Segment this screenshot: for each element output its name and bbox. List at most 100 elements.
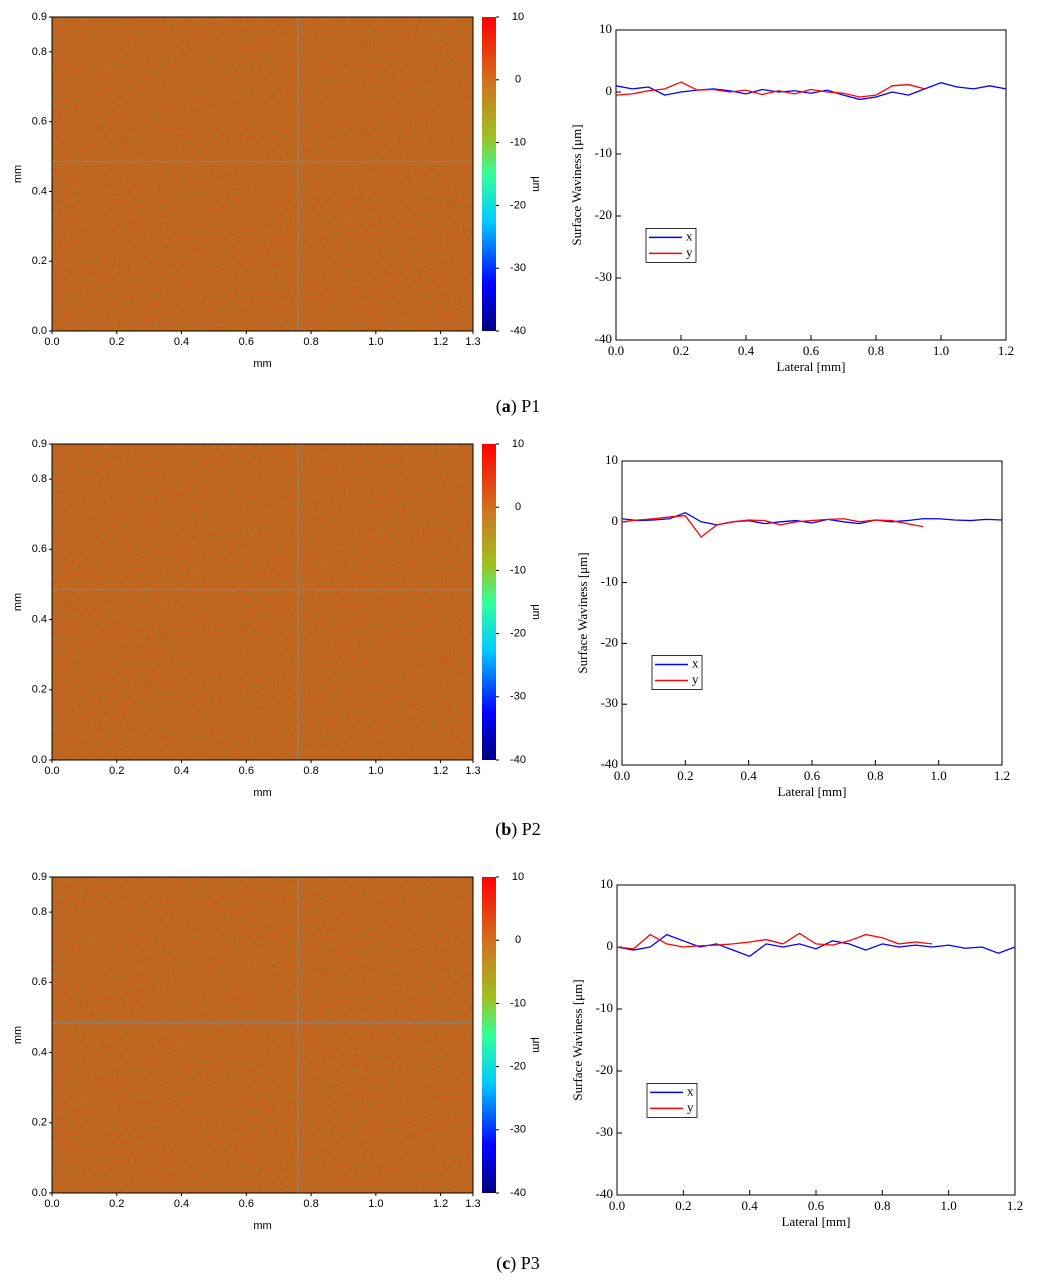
colorbar-tick-label: 0 [515, 501, 521, 513]
y-tick-label: 0.2 [32, 1117, 47, 1129]
y-tick-label: 0.2 [32, 684, 47, 696]
y-tick-label: 0.6 [32, 116, 47, 128]
y-axis-label: Surface Waviness [μm] [570, 979, 585, 1100]
y-tick-label: -10 [601, 574, 618, 589]
caption-letter: c [502, 1253, 510, 1273]
y-tick-label: 0.8 [32, 46, 47, 58]
x-tick-label: 0.0 [609, 1198, 625, 1213]
y-tick-label: -20 [596, 1062, 613, 1077]
series-line [616, 933, 1016, 958]
caption-letter: b [501, 819, 511, 839]
y-axis-label: Surface Waviness [μm] [575, 552, 590, 673]
caption-paren: ) [510, 1253, 521, 1274]
series-line [621, 515, 923, 538]
y-tick-label: 0.6 [32, 543, 47, 555]
x-axis-label: mm [253, 787, 271, 799]
x-tick-label: 0.6 [239, 1198, 254, 1210]
legend-box [646, 1083, 698, 1118]
colorbar-label: μm [530, 176, 542, 192]
x-tick-label: 0.2 [109, 336, 124, 348]
x-tick-label: 1.2 [1007, 1198, 1023, 1213]
x-tick-label: 0.6 [808, 1198, 825, 1213]
x-tick-label: 0.0 [614, 768, 630, 783]
x-axis-label: Lateral [mm] [777, 359, 846, 374]
x-tick-label: 1.2 [433, 765, 448, 777]
map-frame [51, 876, 474, 1194]
x-tick-label: 0.8 [303, 1198, 318, 1210]
x-tick-label: 1.0 [368, 765, 383, 777]
x-tick-label: 0.4 [742, 1198, 759, 1213]
y-tick-label: -10 [596, 1000, 613, 1015]
legend-label: y [692, 672, 699, 687]
caption-name: P3 [521, 1253, 540, 1273]
x-tick-label: 0.4 [738, 343, 755, 358]
y-tick-label: -30 [595, 269, 612, 284]
surface-texture [52, 17, 473, 331]
panel-caption: (a) P1 [496, 396, 541, 417]
y-tick-label: 0.4 [32, 1046, 47, 1058]
colorbar-label: μm [530, 1037, 542, 1053]
colorbar-tick-label: -40 [510, 754, 526, 766]
y-tick-label: 0.2 [32, 255, 47, 267]
y-tick-label: 0.8 [32, 906, 47, 918]
colorbar [482, 444, 496, 760]
legend-label: x [687, 1083, 694, 1098]
colorbar-tick-label: -30 [510, 1124, 526, 1136]
colorbar-tick-label: 0 [515, 74, 521, 86]
x-tick-label: 1.3 [465, 1198, 480, 1210]
x-tick-label: 1.2 [998, 343, 1014, 358]
y-tick-label: 0.9 [32, 871, 47, 883]
colorbar-tick-label: -20 [510, 628, 526, 640]
y-tick-label: -20 [595, 207, 612, 222]
plot-frame [621, 460, 1003, 766]
x-tick-label: 0.2 [109, 1198, 124, 1210]
y-axis-label: mm [12, 165, 24, 183]
panel-caption: (b) P2 [495, 819, 541, 840]
y-tick-label: 0 [607, 938, 614, 953]
colorbar-tick-label: -30 [510, 691, 526, 703]
y-tick-label: -40 [601, 756, 618, 771]
legend-label: x [686, 228, 693, 243]
map-frame [51, 443, 474, 761]
y-tick-label: 10 [600, 876, 613, 891]
x-axis-label: Lateral [mm] [782, 1214, 851, 1229]
x-tick-label: 0.0 [608, 343, 624, 358]
x-tick-label: 0.8 [867, 768, 883, 783]
caption-letter: a [502, 396, 511, 416]
y-tick-label: 10 [599, 21, 612, 36]
x-tick-label: 0.2 [677, 768, 693, 783]
series-line [615, 82, 1007, 101]
colorbar-tick-label: -10 [510, 564, 526, 576]
colorbar-tick-label: -40 [510, 1187, 526, 1199]
colorbar-tick-label: -40 [510, 325, 526, 337]
legend-box [651, 655, 703, 690]
colorbar-tick-label: -20 [510, 1061, 526, 1073]
colorbar-tick-label: 10 [512, 11, 524, 23]
x-tick-label: 0.8 [303, 765, 318, 777]
legend-box [645, 227, 697, 263]
x-tick-label: 1.0 [931, 768, 947, 783]
x-tick-label: 0.4 [741, 768, 758, 783]
colorbar-tick-label: 10 [512, 871, 524, 883]
y-tick-label: 0.4 [32, 185, 47, 197]
x-tick-label: 0.0 [44, 1198, 59, 1210]
x-tick-label: 0.0 [44, 765, 59, 777]
y-tick-label: 0.0 [32, 1187, 47, 1199]
y-tick-label: 0.0 [32, 754, 47, 766]
x-tick-label: 0.0 [44, 336, 59, 348]
y-tick-label: 0.9 [32, 11, 47, 23]
plot-frame [615, 29, 1007, 341]
colorbar [482, 877, 496, 1193]
y-tick-label: -40 [595, 331, 612, 346]
surface-texture [52, 444, 473, 760]
y-tick-label: 0.0 [32, 325, 47, 337]
x-tick-label: 1.3 [465, 765, 480, 777]
y-tick-label: -30 [601, 695, 618, 710]
caption-paren: ( [495, 819, 501, 840]
x-tick-label: 0.4 [174, 336, 189, 348]
caption-name: P1 [521, 396, 540, 416]
x-tick-label: 0.6 [804, 768, 821, 783]
x-tick-label: 1.0 [368, 1198, 383, 1210]
x-tick-label: 0.2 [109, 765, 124, 777]
